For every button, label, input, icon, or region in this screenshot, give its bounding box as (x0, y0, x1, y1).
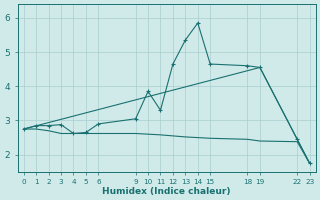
X-axis label: Humidex (Indice chaleur): Humidex (Indice chaleur) (102, 187, 231, 196)
